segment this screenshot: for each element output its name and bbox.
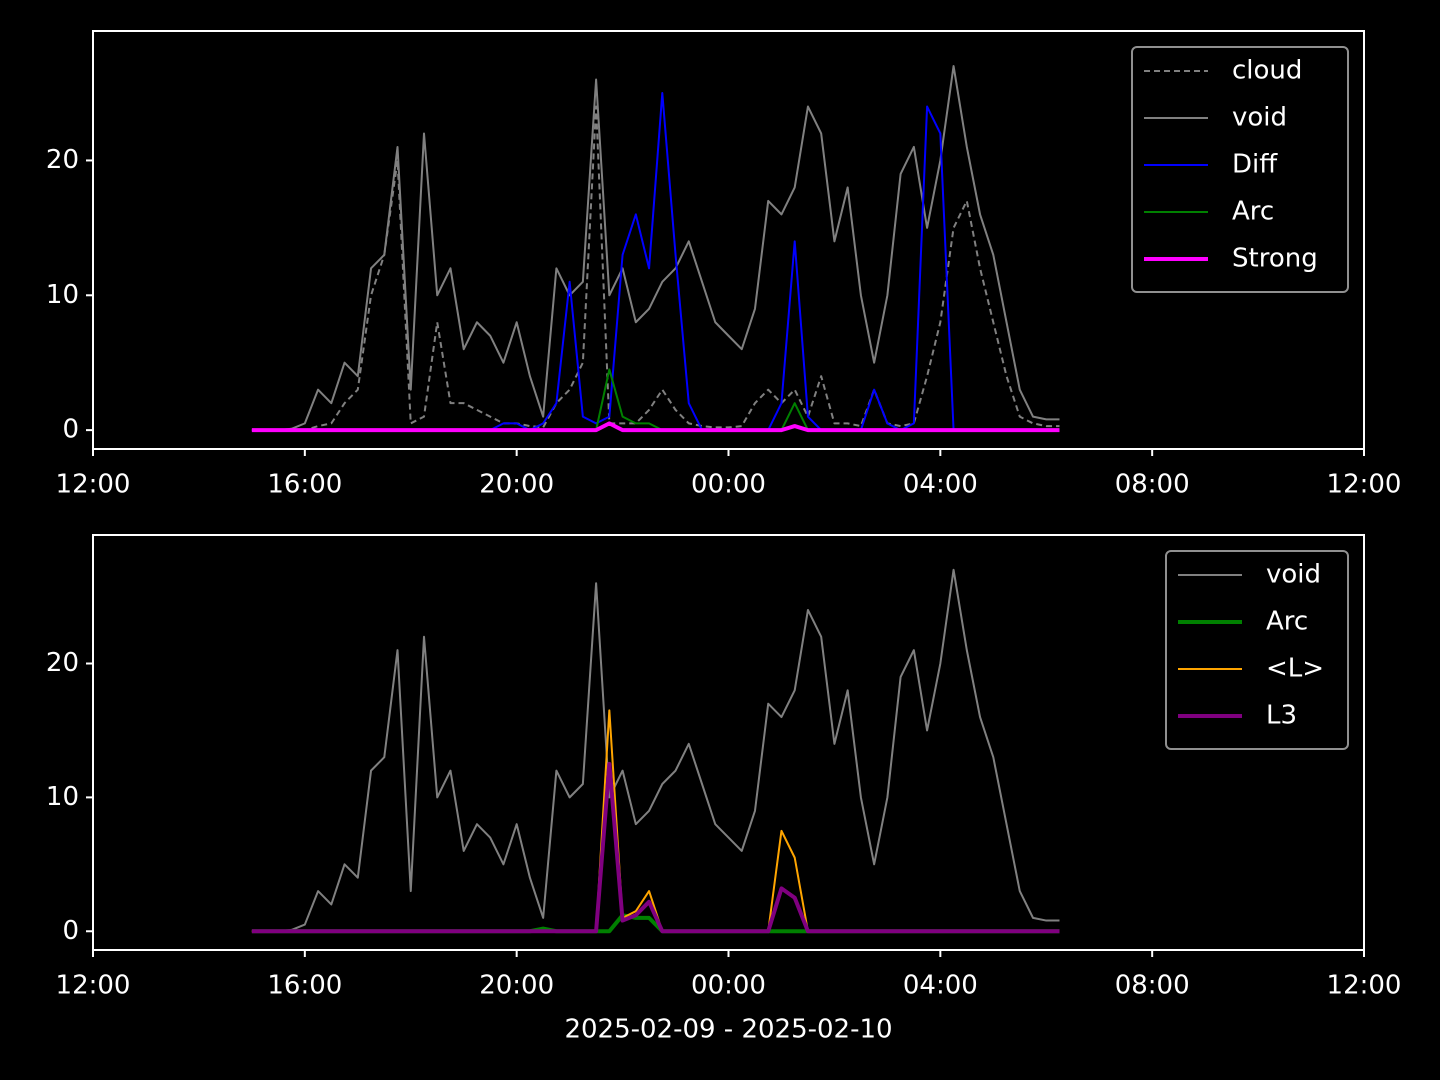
x-tick-label: 20:00 xyxy=(479,470,554,500)
y-tick-label: 10 xyxy=(46,280,79,310)
x-tick-label: 00:00 xyxy=(691,470,766,500)
x-tick-label: 12:00 xyxy=(1327,971,1402,1001)
series-line xyxy=(251,761,1060,934)
series-line xyxy=(251,65,1060,432)
x-tick-label: 00:00 xyxy=(691,971,766,1001)
x-tick-label: 04:00 xyxy=(903,971,978,1001)
legend-label: cloud xyxy=(1232,56,1302,86)
y-tick-label: 20 xyxy=(46,648,79,678)
x-tick-label: 12:00 xyxy=(1327,470,1402,500)
y-tick-label: 20 xyxy=(46,145,79,175)
x-tick-label: 08:00 xyxy=(1115,971,1190,1001)
x-tick-label: 12:00 xyxy=(56,470,131,500)
legend-label: Arc xyxy=(1232,197,1274,227)
legend: cloud void Diff Arc Strong xyxy=(1131,46,1349,293)
series-line xyxy=(251,105,1060,432)
legend-label: Strong xyxy=(1232,244,1318,274)
x-tick-label: 16:00 xyxy=(267,470,342,500)
legend-label: void xyxy=(1232,103,1287,133)
x-tick-label: 08:00 xyxy=(1115,470,1190,500)
legend: void Arc <L> L3 xyxy=(1165,550,1349,750)
x-tick-label: 12:00 xyxy=(56,971,131,1001)
legend-box xyxy=(1131,46,1349,293)
legend-label: <L> xyxy=(1266,654,1324,684)
series-line xyxy=(251,568,1060,933)
legend-label: void xyxy=(1266,560,1321,590)
y-tick-label: 0 xyxy=(62,916,79,946)
x-tick-label: 04:00 xyxy=(903,470,978,500)
legend-label: L3 xyxy=(1266,701,1297,731)
x-tick-label: 16:00 xyxy=(267,971,342,1001)
legend-label: Arc xyxy=(1266,607,1308,637)
series-line xyxy=(251,421,1060,433)
y-tick-label: 10 xyxy=(46,782,79,812)
x-axis-label: 2025-02-09 - 2025-02-10 xyxy=(564,1015,892,1045)
legend-box xyxy=(1165,550,1349,750)
legend-label: Diff xyxy=(1232,150,1278,180)
y-tick-label: 0 xyxy=(62,415,79,445)
x-tick-label: 20:00 xyxy=(479,971,554,1001)
